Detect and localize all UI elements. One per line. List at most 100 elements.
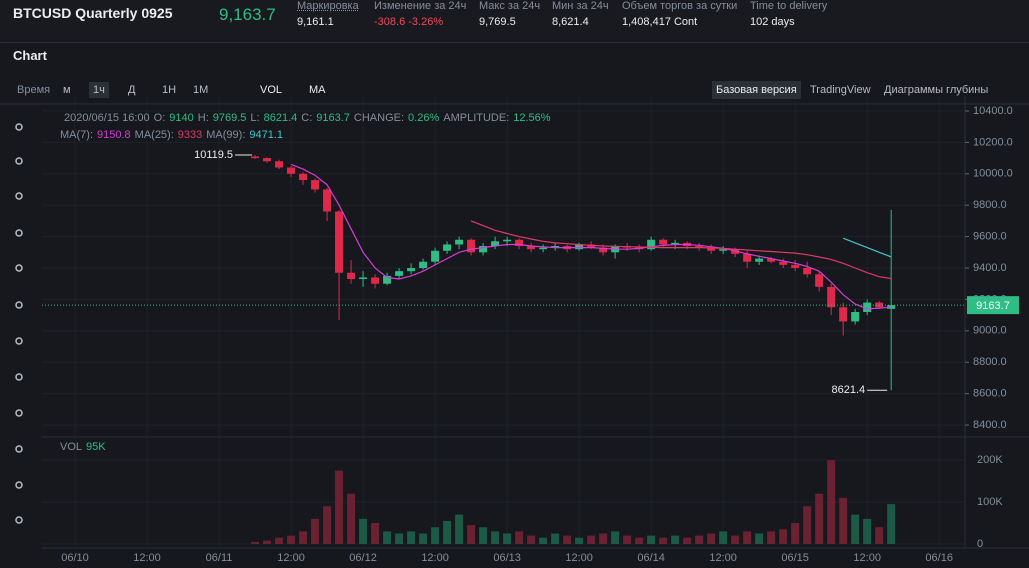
- stat-value: 1,408,417 Cont: [622, 16, 698, 28]
- volume-bar: [263, 540, 272, 544]
- candle-body: [731, 249, 740, 254]
- candle-body: [767, 258, 776, 262]
- tool-icon: [15, 123, 23, 131]
- ma-value: 9150.8: [97, 129, 131, 141]
- candle-body: [419, 261, 428, 269]
- vol-value: 95K: [86, 441, 106, 453]
- candle-body: [803, 268, 812, 275]
- candle-body: [671, 242, 680, 245]
- candle-body: [527, 246, 536, 250]
- volume-bar: [587, 535, 596, 544]
- divider: [0, 42, 1029, 43]
- candle-body: [383, 275, 392, 284]
- info-value: 9163.7: [316, 112, 350, 124]
- vol-tick-label: 100K: [977, 496, 1003, 508]
- volume-bar: [719, 531, 728, 544]
- tool-icon: [15, 481, 23, 489]
- symbol[interactable]: BTCUSD Quarterly 0925: [13, 5, 173, 21]
- volume-bar: [815, 493, 824, 544]
- view-tab[interactable]: TradingView: [810, 84, 871, 96]
- view-tab[interactable]: Диаграммы глубины: [884, 84, 989, 96]
- tool-icon: [15, 373, 23, 381]
- price-tag-label: 9163.7: [976, 300, 1010, 312]
- header: BTCUSD Quarterly 0925 9,163.7: [0, 0, 1029, 40]
- volume-bar: [407, 531, 416, 544]
- stat-value: 9,769.5: [479, 16, 516, 28]
- ma-name: MA(99):: [206, 129, 245, 141]
- y-tick-label: 9000.0: [973, 325, 1007, 337]
- tool-icon: [15, 264, 23, 272]
- stat-value: 102 days: [750, 16, 795, 28]
- high-label: 10119.5: [194, 149, 233, 161]
- volume-bar: [383, 531, 392, 544]
- candle-body: [851, 311, 860, 322]
- interval[interactable]: 1Н: [162, 84, 177, 96]
- ma-line: [470, 220, 892, 280]
- vol-legend: VOL 95K: [60, 441, 106, 453]
- volume-bar: [443, 520, 452, 544]
- candle-body: [707, 247, 716, 251]
- x-tick-label: 12:00: [277, 552, 305, 564]
- candle-body: [491, 241, 500, 247]
- info-value: 12.56%: [513, 112, 551, 124]
- tool-icon: [15, 409, 23, 417]
- volume-bar: [803, 506, 812, 544]
- candle-body: [575, 244, 584, 250]
- ma-line: [290, 163, 892, 310]
- info-label: L:: [250, 112, 259, 124]
- volume-bar: [395, 533, 404, 544]
- last-price: 9,163.7: [219, 5, 276, 24]
- info-line: 2020/06/15 16:00 O: 9140 H: 9769.5 L: 8621.4 C:…: [64, 112, 551, 124]
- interval[interactable]: м: [63, 84, 71, 96]
- interval[interactable]: Д: [128, 84, 136, 96]
- volume-bar: [275, 537, 284, 544]
- ma-value: 9333: [178, 129, 202, 141]
- ma-name: MA(7):: [60, 129, 93, 141]
- x-tick-label: 06/16: [925, 552, 953, 564]
- interval[interactable]: 1М: [193, 84, 209, 96]
- volume-bar: [683, 537, 692, 544]
- volume-bar: [311, 518, 320, 544]
- candle-body: [443, 244, 452, 251]
- candle-body: [275, 161, 284, 168]
- candle-body: [695, 246, 704, 248]
- stat-value: -308.6 -3.26%: [374, 16, 444, 28]
- candle-body: [335, 211, 344, 273]
- volume-bar: [551, 533, 560, 544]
- indicator-chip[interactable]: VOL: [260, 84, 283, 96]
- candle-body: [395, 271, 404, 276]
- view-tab[interactable]: Базовая версия: [712, 81, 801, 99]
- volume-bar: [875, 527, 884, 544]
- x-tick-label: 12:00: [565, 552, 593, 564]
- low-label: 8621.4: [832, 384, 866, 396]
- volume-bar: [707, 533, 716, 544]
- x-tick-label: 06/10: [61, 552, 89, 564]
- volume-bar: [659, 537, 668, 544]
- volume-bar: [623, 535, 632, 544]
- volume-bar: [539, 537, 548, 544]
- volume-bar: [491, 531, 500, 544]
- volume-bar: [635, 537, 644, 544]
- stat-label: Изменение за 24ч: [374, 0, 467, 12]
- tool-icon: [15, 337, 23, 345]
- info-value: 0.26%: [408, 112, 439, 124]
- vol-tick-label: 200K: [977, 454, 1003, 466]
- volume-bar: [647, 535, 656, 544]
- x-tick-label: 12:00: [853, 552, 881, 564]
- info-label: H:: [198, 112, 209, 124]
- candle-body: [779, 261, 788, 265]
- stat-label: Маркировка: [297, 0, 359, 12]
- stat-label: Time to delivery: [750, 0, 828, 12]
- volume-bar: [323, 506, 332, 544]
- candle-body: [791, 264, 800, 269]
- volume-bar: [467, 525, 476, 544]
- interval[interactable]: 1ч: [89, 82, 109, 98]
- candle-body: [455, 239, 464, 245]
- y-tick-label: 8400.0: [973, 419, 1007, 431]
- volume-bar: [731, 535, 740, 544]
- info-value: 9769.5: [213, 112, 247, 124]
- info-value: 8621.4: [264, 112, 298, 124]
- candle-body: [251, 156, 260, 159]
- candle-body: [503, 239, 512, 242]
- indicator-chip[interactable]: MA: [309, 84, 326, 96]
